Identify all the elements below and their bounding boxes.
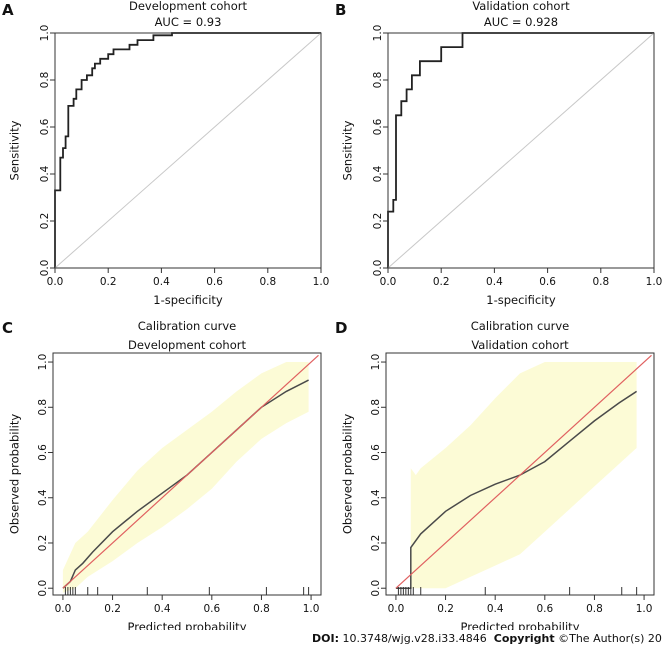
y-tick-label: 0.8 (370, 399, 382, 416)
y-tick-label: 0.6 (39, 118, 51, 135)
x-tick-label: 0.0 (388, 603, 405, 615)
y-tick-label: 1.0 (370, 354, 382, 371)
y-tick-label: 0.0 (37, 580, 49, 597)
chart-title: Development cohort (129, 0, 247, 13)
y-tick-label: 0.4 (372, 165, 384, 182)
panel-letter: A (2, 1, 14, 19)
x-tick-label: 0.2 (433, 276, 450, 288)
copyright-label: Copyright (493, 632, 555, 645)
confidence-band (62, 362, 309, 593)
plot-frame (52, 352, 322, 596)
x-tick-label: 0.4 (154, 603, 171, 615)
chart-subtitle: Development cohort (128, 338, 246, 352)
x-axis-label: 1-specificity (153, 293, 223, 307)
x-tick-label: 0.0 (55, 603, 72, 615)
doi-value: 10.3748/wjg.v28.i33.4846 (342, 632, 487, 645)
x-axis-label: 1-specificity (486, 293, 556, 307)
chart-subtitle: AUC = 0.93 (155, 15, 222, 29)
x-tick-label: 0.2 (437, 603, 454, 615)
y-tick-label: 0.8 (372, 72, 384, 89)
y-tick-label: 0.8 (37, 399, 49, 416)
x-tick-label: 0.4 (487, 603, 504, 615)
doi-label: DOI: (312, 632, 339, 645)
panel-letter: B (335, 1, 346, 19)
y-tick-label: 0.4 (370, 489, 382, 506)
citation-footer: DOI: 10.3748/wjg.v28.i33.4846 Copyright … (312, 632, 662, 648)
y-tick-label: 0.4 (37, 489, 49, 506)
plot-frame (387, 32, 655, 269)
panel-letter: C (2, 319, 13, 337)
y-tick-label: 1.0 (39, 25, 51, 42)
y-tick-label: 0.0 (372, 260, 384, 277)
x-tick-label: 0.4 (486, 276, 503, 288)
y-tick-label: 1.0 (372, 25, 384, 42)
x-tick-label: 0.6 (536, 603, 553, 615)
x-axis-label: Predicted probability (128, 620, 247, 630)
roc-line (54, 32, 321, 268)
x-tick-label: 0.0 (47, 276, 64, 288)
ideal-line (395, 354, 652, 589)
y-tick-label: 0.8 (39, 72, 51, 89)
y-tick-label: 0.2 (370, 535, 382, 552)
x-tick-label: 1.0 (646, 276, 662, 288)
x-tick-label: 0.8 (253, 603, 270, 615)
calibration-line (395, 390, 638, 589)
reference-line (54, 32, 322, 269)
x-tick-label: 0.8 (586, 603, 603, 615)
y-tick-label: 0.6 (37, 444, 49, 461)
x-tick-label: 0.6 (203, 603, 220, 615)
x-tick-label: 0.8 (259, 276, 276, 288)
y-axis-label: Sensitivity (8, 120, 22, 180)
plot-frame (385, 352, 655, 596)
x-tick-label: 0.6 (206, 276, 223, 288)
panel-letter: D (335, 319, 347, 337)
y-axis-label: Observed probability (341, 414, 355, 535)
x-tick-label: 1.0 (313, 276, 330, 288)
x-tick-label: 1.0 (636, 603, 653, 615)
x-tick-label: 0.2 (100, 276, 117, 288)
x-tick-label: 0.0 (380, 276, 397, 288)
x-tick-label: 0.8 (592, 276, 609, 288)
chart-subtitle: AUC = 0.928 (484, 15, 558, 29)
y-tick-label: 0.0 (370, 580, 382, 597)
roc-line (387, 32, 654, 268)
chart-title: Calibration curve (471, 319, 569, 333)
reference-line (387, 32, 655, 269)
copyright-value: ©The Author(s) 2022. (558, 632, 662, 645)
y-tick-label: 0.2 (39, 213, 51, 230)
x-tick-label: 0.4 (153, 276, 170, 288)
confidence-band (410, 362, 637, 589)
y-tick-label: 0.6 (370, 444, 382, 461)
y-tick-label: 0.6 (372, 118, 384, 135)
y-axis-label: Observed probability (8, 414, 22, 535)
y-tick-label: 0.2 (372, 213, 384, 230)
chart-title: Calibration curve (138, 319, 236, 333)
x-tick-label: 1.0 (303, 603, 320, 615)
chart-title: Validation cohort (472, 0, 570, 13)
figure: A Development cohort AUC = 0.93 0.0 0.2 0.4 0.… (2, 0, 662, 630)
x-tick-label: 0.2 (104, 603, 121, 615)
y-axis-label: Sensitivity (341, 120, 355, 180)
y-tick-label: 0.0 (39, 260, 51, 277)
y-tick-label: 0.4 (39, 165, 51, 182)
chart-subtitle: Validation cohort (471, 338, 569, 352)
ideal-line (62, 354, 319, 589)
y-tick-label: 0.2 (37, 535, 49, 552)
x-axis-label: Predicted probability (461, 620, 580, 630)
x-tick-label: 0.6 (539, 276, 556, 288)
plot-frame (54, 32, 322, 269)
y-tick-label: 1.0 (37, 354, 49, 371)
